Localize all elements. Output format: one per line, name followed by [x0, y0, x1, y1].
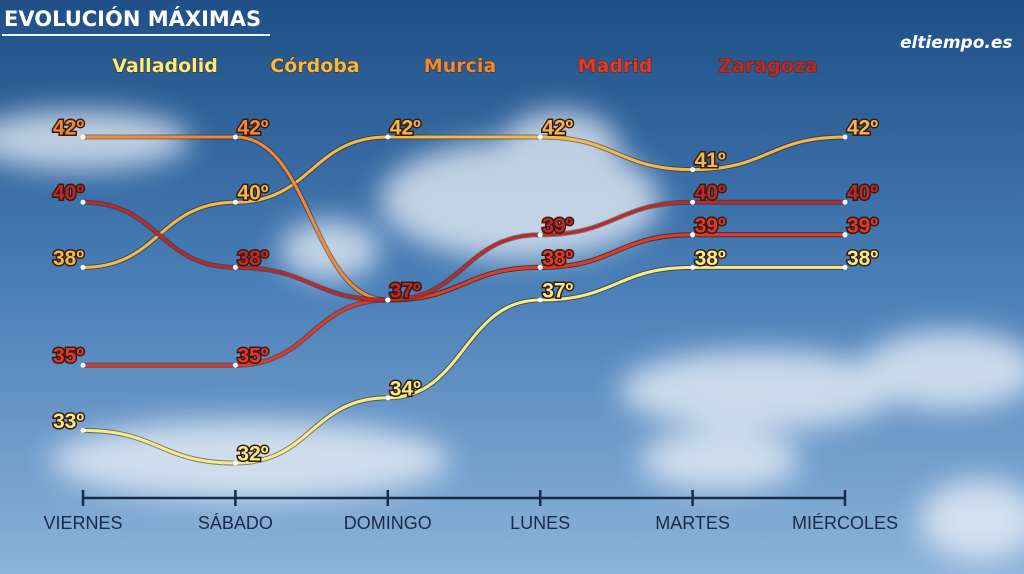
value-label: 37º — [390, 280, 421, 303]
value-label: 33º — [53, 410, 84, 433]
value-label: 38º — [542, 247, 573, 270]
point — [232, 134, 238, 140]
x-tick-label: MIÉRCOLES — [792, 513, 898, 533]
point — [690, 264, 696, 270]
value-label: 38º — [237, 247, 268, 270]
point — [80, 199, 86, 205]
value-label: 38º — [53, 247, 84, 270]
value-label: 40º — [695, 182, 726, 205]
value-label: 42º — [847, 117, 878, 140]
value-label: 37º — [542, 280, 573, 303]
legend-entry: Zaragoza — [718, 55, 817, 77]
point — [690, 199, 696, 205]
point — [232, 264, 238, 270]
x-tick-label: MARTES — [655, 513, 730, 533]
x-tick-label: VIERNES — [43, 513, 122, 533]
value-label: 42º — [390, 117, 421, 140]
point — [842, 264, 848, 270]
point — [80, 264, 86, 270]
legend-entry: Madrid — [578, 55, 653, 77]
point — [690, 232, 696, 238]
value-label: 41º — [695, 149, 726, 172]
point — [842, 232, 848, 238]
x-tick-label: SÁBADO — [198, 513, 273, 533]
series-line — [83, 233, 845, 367]
point — [537, 297, 543, 303]
point — [232, 199, 238, 205]
legend-entry: Murcia — [424, 55, 496, 77]
point — [537, 232, 543, 238]
value-label: 42º — [53, 117, 84, 140]
value-label: 40º — [237, 182, 268, 205]
value-label: 38º — [542, 247, 573, 270]
point — [80, 427, 86, 433]
series-line — [82, 135, 846, 269]
value-label: 35º — [237, 345, 268, 368]
value-label: 38º — [847, 247, 878, 270]
value-label: 39º — [695, 214, 726, 237]
legend-entry: Córdoba — [270, 55, 359, 77]
value-label: 42º — [237, 117, 268, 140]
x-tick-label: LUNES — [510, 513, 570, 533]
value-label: 40º — [53, 182, 84, 205]
point — [80, 134, 86, 140]
logo: eltiempo.es — [900, 33, 1013, 53]
legend-entry: Valladolid — [112, 55, 218, 77]
value-label: 37º — [390, 280, 421, 303]
point — [842, 199, 848, 205]
value-label: 40º — [847, 182, 878, 205]
point — [232, 460, 238, 466]
x-tick-label: DOMINGO — [344, 513, 432, 533]
point — [537, 134, 543, 140]
point — [537, 264, 543, 270]
series-line — [82, 265, 845, 465]
value-label: 39º — [847, 214, 878, 237]
point — [232, 362, 238, 368]
point — [385, 395, 391, 401]
value-label: 38º — [695, 247, 726, 270]
value-label: 37º — [390, 280, 421, 303]
value-label: 39º — [695, 214, 726, 237]
point — [842, 134, 848, 140]
value-label: 39º — [847, 214, 878, 237]
value-label: 35º — [53, 345, 84, 368]
point — [385, 297, 391, 303]
value-label: 39º — [542, 214, 573, 237]
series-line — [82, 200, 845, 302]
value-label: 34º — [390, 377, 421, 400]
value-label: 42º — [542, 117, 573, 140]
point — [385, 134, 391, 140]
point — [80, 362, 86, 368]
chart-title: EVOLUCIÓN MÁXIMAS — [4, 6, 261, 31]
clouds — [0, 110, 1024, 560]
point — [690, 167, 696, 173]
value-label: 32º — [237, 443, 268, 466]
